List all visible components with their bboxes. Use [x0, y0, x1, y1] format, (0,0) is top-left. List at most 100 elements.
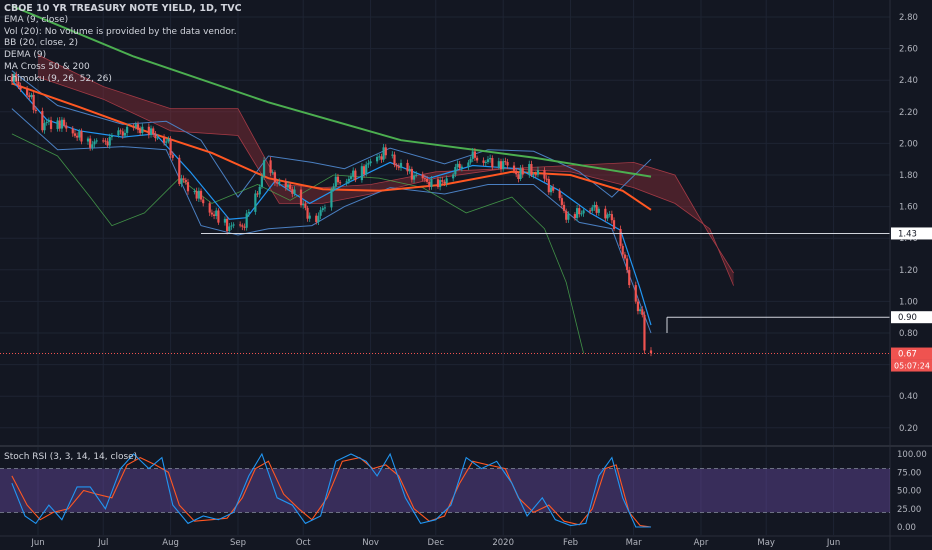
stoch-rsi-k-line [11, 452, 651, 528]
candle-body [491, 158, 494, 168]
candle-body [315, 215, 318, 222]
price-tag-label: 0.67 [898, 350, 917, 360]
candle-body [375, 156, 379, 162]
candle-body [619, 229, 622, 246]
candle-body [636, 301, 640, 312]
candle-body [136, 124, 140, 130]
candle-body [454, 166, 457, 175]
candle-body [308, 215, 311, 219]
candle-body [595, 204, 598, 213]
candle-body [423, 178, 427, 180]
candle-body [197, 190, 200, 199]
candle-body [286, 184, 290, 188]
candle-body [78, 131, 81, 138]
candle-body [134, 124, 137, 128]
candle-body [178, 157, 181, 184]
candle-body [154, 134, 157, 139]
candle-body [293, 189, 296, 194]
legend-ma-cross[interactable]: MA Cross 50 & 200 [4, 61, 90, 72]
candle-body [552, 187, 555, 191]
bb-lower-line [11, 108, 652, 334]
legend-bb[interactable]: BB (20, close, 2) [4, 38, 79, 49]
legend-ema[interactable]: EMA (9, close) [4, 14, 69, 25]
candle-body [393, 154, 396, 165]
candle-body [360, 166, 363, 181]
candle-body [162, 137, 166, 143]
candle-body [367, 163, 370, 165]
ma200-line [11, 4, 652, 178]
candle-body [256, 193, 259, 195]
candle-body [195, 191, 198, 199]
candle-body [471, 151, 474, 159]
candle-body [132, 126, 135, 128]
candle-body [28, 95, 31, 98]
candle-body [123, 132, 127, 136]
candle-body [171, 154, 174, 158]
candle-body [515, 170, 518, 175]
candle-body [230, 225, 233, 227]
candle-body [47, 120, 50, 123]
candle-body [610, 214, 613, 221]
candle-body [475, 157, 479, 161]
candle-body [215, 210, 218, 216]
candle-body [184, 179, 187, 183]
candle-body [597, 208, 600, 213]
candle-body [549, 187, 553, 193]
candle-body [41, 110, 44, 131]
candle-body [352, 170, 355, 177]
price-tag [891, 311, 932, 324]
chart-title: CBOE 10 YR TREASURY NOTE YIELD, 1D, TVC [4, 3, 242, 14]
legend-dema[interactable]: DEMA (9) [4, 50, 47, 61]
candle-body [182, 178, 185, 180]
candle-body [323, 207, 327, 209]
candle-body [408, 168, 411, 172]
candle-body [291, 189, 294, 194]
candle-body [504, 161, 507, 163]
legend-ichimoku[interactable]: Ichimoku (9, 26, 52, 26) [4, 73, 112, 84]
candle-body [378, 156, 381, 158]
price-axis-tick: 0.80 [899, 329, 918, 339]
candle-body [395, 164, 398, 167]
candle-body [186, 182, 190, 192]
stoch-rsi-legend[interactable]: Stoch RSI (3, 3, 14, 14, close) [4, 452, 138, 462]
candle-body [380, 156, 383, 160]
candle-body [473, 151, 477, 158]
candle-body [482, 160, 485, 163]
candle-body [639, 309, 642, 312]
candle-body [317, 215, 320, 222]
candle-body [62, 119, 66, 126]
candle-body [336, 176, 340, 183]
candle-body [565, 210, 568, 220]
price-axis-tick: 2.60 [899, 45, 918, 55]
time-axis-tick: Dec [428, 538, 445, 548]
countdown-label: 05:07:24 [894, 362, 930, 371]
candle-body [528, 164, 531, 175]
legend-vol[interactable]: Vol (20): No volume is provided by the d… [4, 26, 237, 37]
candle-body [347, 178, 350, 182]
candle-body [558, 190, 561, 199]
candle-body [93, 141, 96, 145]
candle-body [384, 147, 387, 156]
candle-body [532, 174, 535, 176]
candle-body [486, 159, 490, 163]
candle-body [330, 189, 333, 208]
indicator-legend: CBOE 10 YR TREASURY NOTE YIELD, 1D, TVC … [4, 3, 242, 86]
candle-body [276, 182, 279, 184]
candle-body [543, 170, 546, 179]
candle-body [289, 184, 292, 190]
candle-body [278, 181, 281, 184]
candle-body [165, 141, 168, 143]
time-axis-tick: Apr [694, 538, 709, 548]
candle-body [95, 140, 98, 142]
time-axis-tick: Jun [826, 538, 840, 548]
candle-body [410, 168, 413, 180]
candle-body [421, 174, 424, 179]
candle-body [149, 128, 153, 135]
candle-body [12, 74, 16, 82]
time-axis-tick: 2020 [492, 538, 514, 548]
candle-body [536, 170, 540, 175]
rsi-axis-tick: 25.00 [897, 505, 921, 515]
candle-body [578, 208, 581, 215]
candle-body [273, 172, 277, 183]
